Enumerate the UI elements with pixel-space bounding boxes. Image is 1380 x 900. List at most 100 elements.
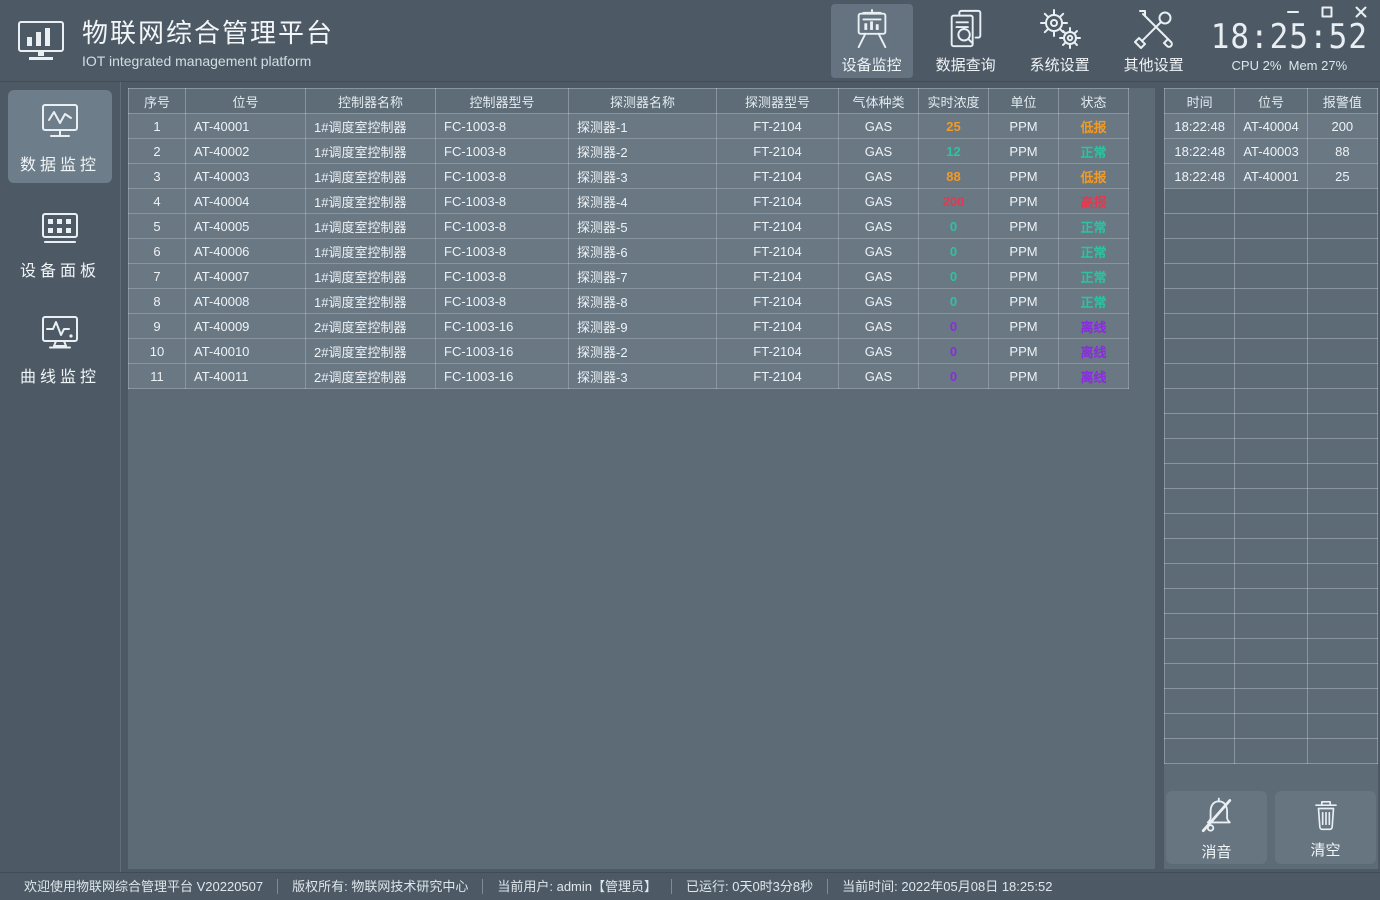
cell-detector_model: FT-2104 <box>716 363 839 389</box>
cell-seq: 8 <box>128 288 186 314</box>
sidebar-item-curve-monitor[interactable]: 曲线监控 <box>8 302 112 395</box>
cell-alarm-value: 25 <box>1306 163 1379 189</box>
alarm-table-header-cell: 位号 <box>1234 88 1308 114</box>
alarm-row-empty <box>1163 463 1379 489</box>
toolbar-button-label: 其他设置 <box>1123 57 1184 74</box>
alarm-actions: 消音 清空 <box>1166 791 1376 864</box>
cell-controller_model: FC-1003-16 <box>435 338 569 364</box>
cell-status: 高报 <box>1058 188 1129 214</box>
cell-status: 正常 <box>1058 288 1129 314</box>
mute-button-label: 消音 <box>1201 843 1232 861</box>
clear-button[interactable]: 清空 <box>1275 791 1376 864</box>
alarm-row[interactable]: 18:22:48 AT-40003 88 <box>1163 138 1379 164</box>
alarm-row-empty <box>1163 738 1379 764</box>
table-row[interactable]: 9 AT-40009 2#调度室控制器 FC-1003-16 探测器-9 FT-2104 G… <box>128 313 1129 339</box>
cell-detector_model: FT-2104 <box>716 188 839 214</box>
mute-button[interactable]: 消音 <box>1166 791 1267 864</box>
cell-tag: AT-40005 <box>185 213 306 239</box>
cell-unit: PPM <box>988 113 1059 139</box>
cell-tag: AT-40009 <box>185 313 306 339</box>
minimize-button[interactable] <box>1284 4 1302 20</box>
table-row[interactable]: 10 AT-40010 2#调度室控制器 FC-1003-16 探测器-2 FT-2104… <box>128 338 1129 364</box>
cell-controller_name: 1#调度室控制器 <box>305 238 436 264</box>
statusbar-item-1: 版权所有: 物联网技术研究中心 <box>278 879 484 894</box>
cell-controller_model: FC-1003-8 <box>435 213 569 239</box>
cell-unit: PPM <box>988 263 1059 289</box>
data-query-icon <box>945 8 987 50</box>
cell-tag: AT-40008 <box>185 288 306 314</box>
alarm-row[interactable]: 18:22:48 AT-40001 25 <box>1163 163 1379 189</box>
cell-status: 低报 <box>1058 113 1129 139</box>
cell-detector_name: 探测器-1 <box>568 113 717 139</box>
table-row[interactable]: 2 AT-40002 1#调度室控制器 FC-1003-8 探测器-2 FT-2104 GA… <box>128 138 1129 164</box>
cell-controller_model: FC-1003-8 <box>435 188 569 214</box>
table-row[interactable]: 5 AT-40005 1#调度室控制器 FC-1003-8 探测器-5 FT-2104 GA… <box>128 213 1129 239</box>
alarm-row-empty <box>1163 513 1379 539</box>
sidebar-item-device-panel[interactable]: 设备面板 <box>8 196 112 289</box>
cell-gas: GAS <box>838 113 919 139</box>
maximize-button[interactable] <box>1318 4 1336 20</box>
alarm-table: 时间 位号 报警值 18:22:48 AT-40004 200 18:22:48 A… <box>1163 88 1379 764</box>
table-row[interactable]: 7 AT-40007 1#调度室控制器 FC-1003-8 探测器-7 FT-2104 GA… <box>128 263 1129 289</box>
alarm-row-empty <box>1163 588 1379 614</box>
cell-controller_model: FC-1003-8 <box>435 263 569 289</box>
device-data-table: 序号 位号 控制器名称 控制器型号 探测器名称 探测器型号 气体种类 实时浓度 单位 状态 1 AT-… <box>128 88 1129 389</box>
cell-gas: GAS <box>838 213 919 239</box>
main-table-header-cell: 序号 <box>128 88 186 114</box>
cell-tag: AT-40003 <box>1234 138 1308 164</box>
device-panel-icon <box>37 205 83 251</box>
table-row[interactable]: 6 AT-40006 1#调度室控制器 FC-1003-8 探测器-6 FT-2104 GA… <box>128 238 1129 264</box>
alarm-row-empty <box>1163 288 1379 314</box>
table-row[interactable]: 4 AT-40004 1#调度室控制器 FC-1003-8 探测器-4 FT-2104 GA… <box>128 188 1129 214</box>
table-row[interactable]: 1 AT-40001 1#调度室控制器 FC-1003-8 探测器-1 FT-2104 GA… <box>128 113 1129 139</box>
cell-seq: 5 <box>128 213 186 239</box>
cell-detector_model: FT-2104 <box>716 338 839 364</box>
alarm-row-empty <box>1163 688 1379 714</box>
statusbar-item-3: 已运行: 0天0时3分8秒 <box>672 879 829 894</box>
cell-value: 0 <box>918 263 989 289</box>
cell-detector_model: FT-2104 <box>716 288 839 314</box>
cell-seq: 3 <box>128 163 186 189</box>
cell-unit: PPM <box>988 188 1059 214</box>
toolbar-button-system-settings[interactable]: 系统设置 <box>1019 4 1101 78</box>
alarm-row-empty <box>1163 213 1379 239</box>
cell-tag: AT-40003 <box>185 163 306 189</box>
cell-seq: 1 <box>128 113 186 139</box>
statusbar-item-2: 当前用户: admin【管理员】 <box>483 879 672 894</box>
cell-tag: AT-40010 <box>185 338 306 364</box>
cell-controller_name: 1#调度室控制器 <box>305 163 436 189</box>
cell-controller_model: FC-1003-16 <box>435 363 569 389</box>
cell-gas: GAS <box>838 363 919 389</box>
main-table-header-cell: 控制器名称 <box>305 88 436 114</box>
cell-detector_name: 探测器-3 <box>568 163 717 189</box>
cell-alarm-value: 200 <box>1306 113 1379 139</box>
cell-unit: PPM <box>988 363 1059 389</box>
table-row[interactable]: 8 AT-40008 1#调度室控制器 FC-1003-8 探测器-8 FT-2104 GA… <box>128 288 1129 314</box>
app-subtitle: IOT integrated management platform <box>82 52 312 69</box>
alarm-panel: 时间 位号 报警值 18:22:48 AT-40004 200 18:22:48 A… <box>1163 88 1379 869</box>
cpu-mem-display: CPU 2% Mem 27% <box>1231 58 1348 73</box>
alarm-row-empty <box>1163 663 1379 689</box>
alarm-row-empty <box>1163 188 1379 214</box>
cell-gas: GAS <box>838 138 919 164</box>
sidebar-item-data-monitor[interactable]: 数据监控 <box>8 90 112 183</box>
alarm-row[interactable]: 18:22:48 AT-40004 200 <box>1163 113 1379 139</box>
table-row[interactable]: 3 AT-40003 1#调度室控制器 FC-1003-8 探测器-3 FT-2104 GA… <box>128 163 1129 189</box>
table-row[interactable]: 11 AT-40011 2#调度室控制器 FC-1003-16 探测器-3 FT-2104… <box>128 363 1129 389</box>
cell-detector_name: 探测器-2 <box>568 138 717 164</box>
alarm-table-header-cell: 报警值 <box>1306 88 1379 114</box>
toolbar-button-device-monitor[interactable]: 设备监控 <box>830 3 913 78</box>
cell-controller_name: 1#调度室控制器 <box>305 288 436 314</box>
cell-detector_model: FT-2104 <box>716 313 839 339</box>
toolbar-button-data-query[interactable]: 数据查询 <box>925 4 1007 78</box>
clock-block: 18:25:52 CPU 2% Mem 27% <box>1211 20 1368 73</box>
toolbar-button-other-settings[interactable]: 其他设置 <box>1113 4 1195 78</box>
cell-detector_name: 探测器-8 <box>568 288 717 314</box>
alarm-row-empty <box>1163 613 1379 639</box>
cell-value: 0 <box>918 338 989 364</box>
close-button[interactable] <box>1352 4 1370 20</box>
data-monitor-icon <box>37 99 83 145</box>
cell-controller_name: 1#调度室控制器 <box>305 188 436 214</box>
toolbar: 设备监控 数据查询 系统设置 其他设置 <box>830 3 1195 78</box>
device-data-panel: 序号 位号 控制器名称 控制器型号 探测器名称 探测器型号 气体种类 实时浓度 单位 状态 1 AT-… <box>128 88 1155 869</box>
